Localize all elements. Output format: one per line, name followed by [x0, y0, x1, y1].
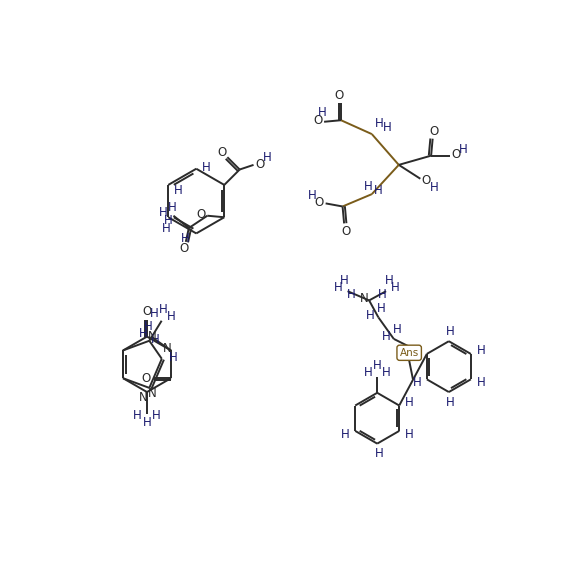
- Text: H: H: [347, 288, 356, 301]
- Text: H: H: [391, 281, 399, 294]
- Text: H: H: [181, 232, 190, 245]
- Text: H: H: [134, 408, 142, 422]
- Text: H: H: [476, 344, 485, 358]
- Text: O: O: [142, 305, 151, 319]
- Text: H: H: [159, 206, 168, 219]
- Text: H: H: [375, 117, 384, 130]
- Text: O: O: [422, 174, 431, 187]
- Text: N: N: [139, 391, 148, 404]
- Text: O: O: [335, 89, 344, 102]
- Text: H: H: [151, 333, 160, 346]
- Text: H: H: [150, 307, 158, 320]
- Text: H: H: [263, 152, 272, 165]
- Text: H: H: [383, 121, 392, 134]
- Text: H: H: [374, 447, 383, 460]
- Text: H: H: [164, 214, 172, 227]
- Text: N: N: [148, 387, 157, 400]
- Text: O: O: [217, 146, 227, 159]
- Text: H: H: [341, 427, 350, 440]
- Text: O: O: [315, 196, 324, 209]
- Text: H: H: [169, 351, 178, 364]
- Text: O: O: [180, 243, 189, 255]
- Text: O: O: [341, 225, 350, 237]
- Text: H: H: [159, 303, 168, 316]
- Text: H: H: [374, 184, 383, 197]
- Text: H: H: [318, 106, 327, 119]
- Text: H: H: [373, 359, 381, 372]
- Text: H: H: [382, 366, 391, 379]
- Text: H: H: [378, 288, 387, 301]
- Text: O: O: [142, 372, 151, 385]
- Text: O: O: [313, 114, 323, 128]
- Text: H: H: [152, 408, 160, 422]
- Text: H: H: [405, 427, 413, 440]
- Text: H: H: [430, 181, 439, 194]
- Text: H: H: [340, 274, 349, 287]
- Text: N: N: [163, 341, 172, 355]
- Text: N: N: [360, 292, 369, 305]
- Text: Ans: Ans: [399, 348, 419, 358]
- Text: O: O: [430, 125, 439, 137]
- Text: N: N: [148, 329, 157, 343]
- Text: H: H: [167, 311, 175, 323]
- Text: H: H: [307, 189, 316, 202]
- Text: O: O: [451, 148, 461, 161]
- Text: H: H: [377, 301, 386, 315]
- Text: O: O: [255, 158, 264, 170]
- Text: H: H: [139, 327, 148, 340]
- Text: H: H: [365, 180, 373, 193]
- Text: H: H: [476, 376, 485, 389]
- Text: H: H: [412, 376, 421, 389]
- Text: H: H: [459, 143, 468, 156]
- Text: O: O: [196, 208, 206, 221]
- Text: H: H: [202, 161, 210, 174]
- Text: H: H: [162, 221, 171, 235]
- Text: H: H: [366, 308, 375, 321]
- Text: H: H: [174, 184, 183, 197]
- Text: H: H: [405, 396, 413, 409]
- Text: H: H: [334, 281, 343, 294]
- Text: H: H: [381, 330, 390, 343]
- Text: H: H: [446, 325, 455, 339]
- Text: H: H: [393, 323, 401, 336]
- Text: H: H: [446, 396, 455, 408]
- Text: H: H: [142, 416, 151, 430]
- Text: H: H: [144, 320, 153, 333]
- Text: H: H: [364, 366, 373, 379]
- Text: H: H: [168, 201, 176, 214]
- Text: H: H: [385, 274, 393, 287]
